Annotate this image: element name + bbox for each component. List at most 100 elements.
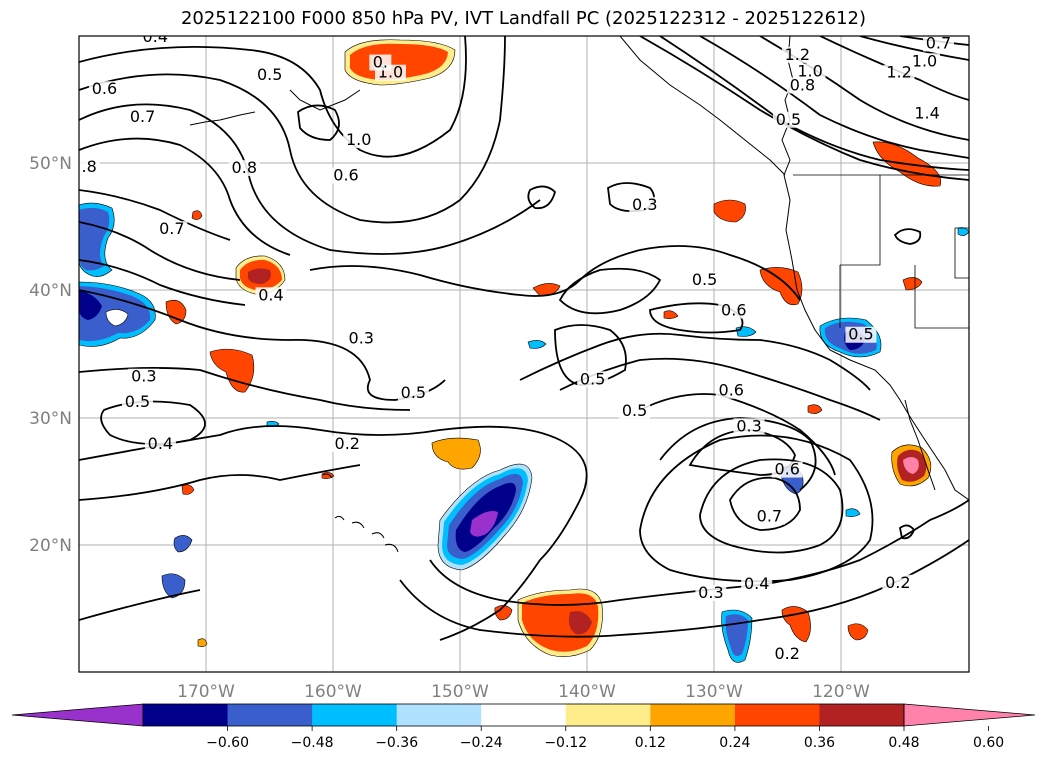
lon-label: 140°W [558,682,616,702]
contour-label: 1.2 [886,63,911,82]
contour-label: 0.7 [159,219,184,238]
colorbar-segment [143,704,229,726]
contour-label: 0.3 [736,416,761,435]
contour-label: 0.5 [848,325,873,344]
pv-anomaly-negative [161,573,186,599]
lat-label: 30°N [29,409,72,429]
contour-label: 0.3 [698,583,723,602]
colorbar-tick-label: −0.36 [375,735,418,751]
contour-label: 0.4 [148,434,173,453]
colorbar: −0.60 −0.48 −0.36 −0.24 −0.12 0.12 0.24 0.36 0.4… [11,703,1036,751]
pv-filled-anomalies [79,39,969,663]
pv-anomaly-negative [527,340,547,349]
contour-label-bg [619,403,651,420]
colorbar-tick-label: 0.48 [888,735,919,751]
colorbar-segment [650,704,736,726]
contour-label-bg [345,330,377,347]
pv-anomaly-positive [191,210,203,220]
contour-label-bg [882,574,914,591]
contour-label: 0.6 [719,381,744,400]
longitude-labels: 170°W 160°W 150°W 140°W 130°W 120°W [177,682,870,702]
pv-anomaly-positive [181,484,195,495]
contour-label: 0.7 [926,33,951,52]
contour-label: 0.7 [130,107,155,126]
contour-label-bg [845,326,877,343]
colorbar-tick-label: −0.12 [544,735,587,751]
colorbar-extend-max [903,703,1036,727]
contour-label: 0.7 [757,507,782,526]
contour-label-bg [128,368,160,385]
contour-label-bg [771,646,803,663]
contour-label: 0.4 [744,574,769,593]
contour-label-bg [715,382,747,399]
political-borders [793,174,969,329]
colorbar-tick-label: −0.48 [291,735,334,751]
contour-label-bg [794,63,826,80]
contour-label-bg [343,132,375,149]
contour-label: 0.8 [790,75,815,94]
contour-label: 0.8 [232,158,257,177]
pv-anomaly-negative [173,535,193,553]
lat-label: 20°N [29,536,72,556]
contour-label: 0.6 [721,301,746,320]
contour-label: 1.0 [912,51,937,70]
pv-anomaly-negative [845,508,861,517]
contour-label-bg [922,36,954,52]
contour-label-bg [718,302,750,319]
contour-label-bg [772,111,804,128]
contour-label-bg [144,436,176,453]
pv-anomaly-positive [902,277,923,291]
contour-label: 0.4 [143,27,168,46]
contour-label-bg [741,576,773,593]
graticule [79,36,969,672]
lon-label: 160°W [304,682,362,702]
colorbar-extend-min [11,703,144,727]
colorbar-segment [734,704,820,726]
colorbar-segment [227,704,313,726]
lon-label: 170°W [177,682,235,702]
contour-label-bg [577,371,609,388]
contour-label-bg [733,418,765,435]
contour-label-bg [629,196,661,213]
colorbar-tick-label: −0.24 [460,735,503,751]
contour-label: 0.5 [776,110,801,129]
contour-label-bg [255,287,287,304]
contour-label: 0.4 [258,285,283,304]
contour-label: 0.2 [885,573,910,592]
contour-label-bg [909,53,940,70]
contour-label-bg [689,272,721,289]
contour-labels: 0.40.50.60.71.00.8 0.61.0.80.70.40.30.30.… [79,27,954,663]
pv-anomaly-positive [807,404,823,414]
contour-label: 1.0 [346,130,371,149]
contour-label: 1.0 [797,61,822,80]
colorbar-tick-label: 0.36 [804,735,835,751]
contour-label: 0.3 [131,367,156,386]
colorbar-tick-label: 0.60 [973,735,1004,751]
contour-label: 0. [373,53,388,72]
contour-label-bg [88,81,120,98]
colorbar-segment [481,704,567,726]
contour-label: 0.3 [349,329,374,348]
pv-anomaly-positive [197,638,208,647]
colorbar-tick-label: −0.60 [206,735,249,751]
contour-label-bg [369,54,392,71]
contour-label-bg [156,221,188,238]
contour-label-bg [397,385,429,402]
colorbar-segment [312,704,398,726]
colorbar-segment [565,704,651,726]
contour-label: 0.6 [774,460,799,479]
lat-label: 40°N [29,281,72,301]
lat-label: 50°N [29,154,72,174]
colorbar-tick-label: 0.12 [635,735,666,751]
contour-label-bg [331,436,363,453]
contour-label: 1.4 [914,103,939,122]
contour-label: 0.5 [401,383,426,402]
colorbar-frame [142,703,905,727]
latitude-labels: 50°N 40°N 30°N 20°N [29,154,72,556]
contour-label-bg [254,67,286,84]
contour-label-bg [121,394,153,411]
contour-label: 0.2 [774,644,799,663]
pv-contours [79,36,969,641]
contour-label: 0.6 [333,166,358,185]
